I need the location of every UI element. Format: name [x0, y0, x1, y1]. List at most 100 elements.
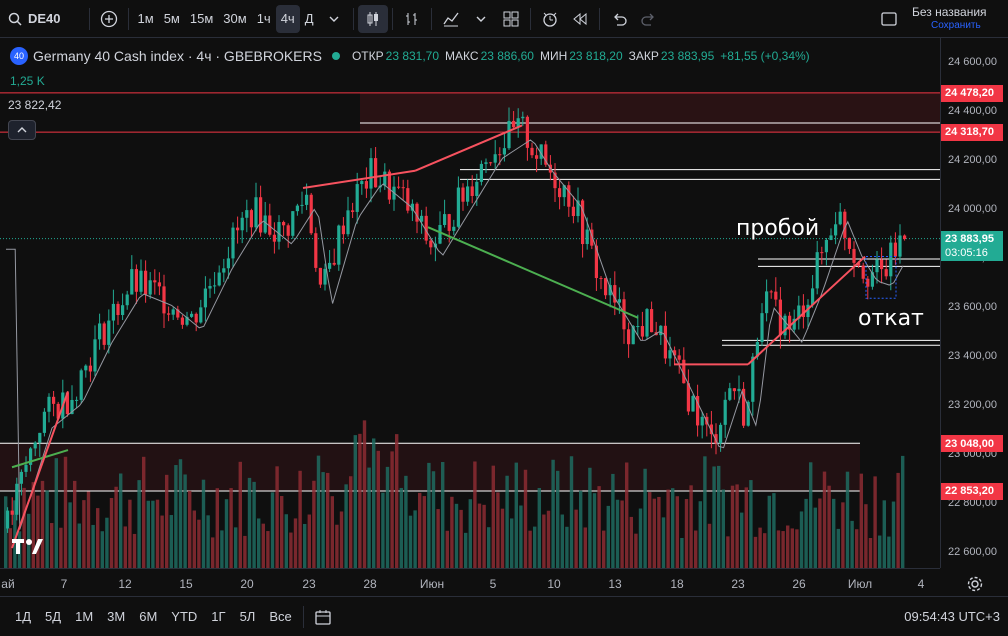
volume-bar — [224, 499, 229, 568]
collapse-legend-button[interactable] — [8, 120, 36, 140]
last-price-value: 23 883,95 — [945, 232, 994, 245]
chevron-up-icon — [17, 127, 27, 133]
volume-bar — [882, 500, 886, 568]
chart-type-button[interactable] — [357, 4, 388, 33]
layout-toggle-button[interactable] — [874, 5, 904, 33]
layout-status[interactable]: Сохранить — [931, 20, 981, 31]
volume-bar — [68, 502, 72, 568]
redo-button[interactable] — [634, 5, 664, 33]
symbol-logo: 40 — [10, 47, 28, 65]
volume-bar — [36, 495, 40, 568]
volume-bar — [63, 456, 68, 568]
undo-button[interactable] — [604, 5, 634, 33]
candle — [185, 316, 189, 325]
volume-bar — [749, 480, 753, 568]
range-7[interactable]: 5Л — [239, 609, 256, 624]
interval-2[interactable]: 15м — [189, 11, 214, 26]
layout-name[interactable]: Без названия — [912, 5, 987, 19]
volume-bar — [339, 511, 344, 568]
candle — [121, 305, 125, 316]
trend-line — [11, 449, 69, 469]
interval-3[interactable]: 30м — [223, 11, 247, 26]
candle — [778, 299, 782, 336]
interval-6[interactable]: Д — [304, 11, 314, 26]
candle — [410, 203, 414, 211]
y-tick-label: 24 400,00 — [948, 105, 997, 117]
interval-dropdown[interactable] — [319, 5, 349, 33]
volume-bar — [303, 523, 307, 568]
volume-bar — [330, 496, 334, 568]
candle — [599, 278, 603, 280]
volume-bar — [261, 523, 265, 568]
candle — [300, 204, 304, 206]
volume-bar — [818, 498, 822, 568]
volume-bar — [753, 536, 758, 568]
alert-button[interactable] — [535, 5, 565, 33]
candle — [157, 282, 161, 287]
range-1[interactable]: 5Д — [45, 609, 62, 624]
interval-0[interactable]: 1м — [137, 11, 154, 26]
volume-bar — [220, 530, 224, 568]
volume-bar — [574, 509, 578, 568]
range-4[interactable]: 6М — [139, 609, 158, 624]
volume-bar — [464, 532, 468, 568]
interval-5[interactable]: 4ч — [275, 4, 300, 33]
volume-bar — [671, 488, 675, 568]
volume-bar — [427, 462, 431, 568]
candle — [226, 258, 230, 269]
volume-bar — [606, 505, 610, 568]
volume-bar — [211, 537, 215, 568]
range-0[interactable]: 1Д — [15, 609, 32, 624]
compare-button[interactable] — [94, 5, 124, 33]
interval-1[interactable]: 5м — [163, 11, 180, 26]
chart-settings-button[interactable] — [960, 570, 990, 598]
price-level-tag[interactable]: 24 478,20 — [941, 84, 1003, 102]
price-level-tag[interactable]: 24 318,70 — [941, 123, 1003, 141]
volume-bar — [556, 470, 560, 568]
high-label: МАКС — [445, 49, 479, 63]
price-level-tag[interactable]: 23 048,00 — [941, 435, 1003, 453]
utc-clock[interactable]: 09:54:43 UTC+3 — [904, 609, 1000, 624]
indicators-dropdown[interactable] — [466, 5, 496, 33]
candle — [553, 172, 557, 189]
range-3[interactable]: 3М — [107, 609, 126, 624]
candle — [295, 205, 299, 212]
last-price-tag[interactable]: 23 883,95 03:05:16 — [941, 230, 1003, 261]
volume-bar — [836, 528, 840, 568]
volume-bar — [772, 493, 776, 568]
price-level-tag[interactable]: 22 853,20 — [941, 482, 1003, 500]
candle — [282, 222, 286, 226]
interval-4[interactable]: 1ч — [256, 11, 271, 26]
volume-bar — [316, 455, 321, 568]
range-8[interactable]: Все — [269, 609, 292, 624]
tradingview-logo[interactable] — [12, 536, 46, 561]
range-2[interactable]: 1М — [75, 609, 94, 624]
volume-bar — [40, 480, 45, 568]
calendar-icon — [315, 609, 331, 625]
range-6[interactable]: 1Г — [211, 609, 226, 624]
candle — [732, 388, 736, 392]
candle — [139, 270, 143, 292]
legend-title[interactable]: Germany 40 Cash index · 4ч · GBEBROKERS — [33, 48, 322, 64]
candle — [723, 399, 727, 425]
range-5[interactable]: YTD — [171, 609, 198, 624]
candle — [70, 399, 74, 415]
volume-bar — [293, 518, 298, 568]
replay-button[interactable] — [565, 5, 595, 33]
y-tick-label: 23 600,00 — [948, 301, 997, 313]
bars-button[interactable] — [397, 5, 427, 33]
symbol-search[interactable]: DE40 — [0, 5, 69, 33]
volume-bar — [238, 461, 242, 568]
layouts-button[interactable] — [496, 5, 526, 33]
candle — [571, 206, 575, 217]
candle — [686, 383, 690, 412]
volume-bar — [740, 512, 744, 568]
breakout-annotation[interactable]: пробой — [736, 216, 820, 241]
pullback-annotation[interactable]: откат — [858, 306, 924, 331]
candle — [424, 215, 428, 241]
price-chart[interactable] — [0, 38, 1008, 596]
go-to-date-button[interactable] — [308, 603, 338, 631]
indicators-button[interactable] — [436, 5, 466, 33]
time-axis[interactable]: ай 7 12 15 20 23 28 Июн 5 10 13 18 23 26 Июл 4 — [0, 568, 940, 596]
volume-bar — [648, 492, 652, 568]
